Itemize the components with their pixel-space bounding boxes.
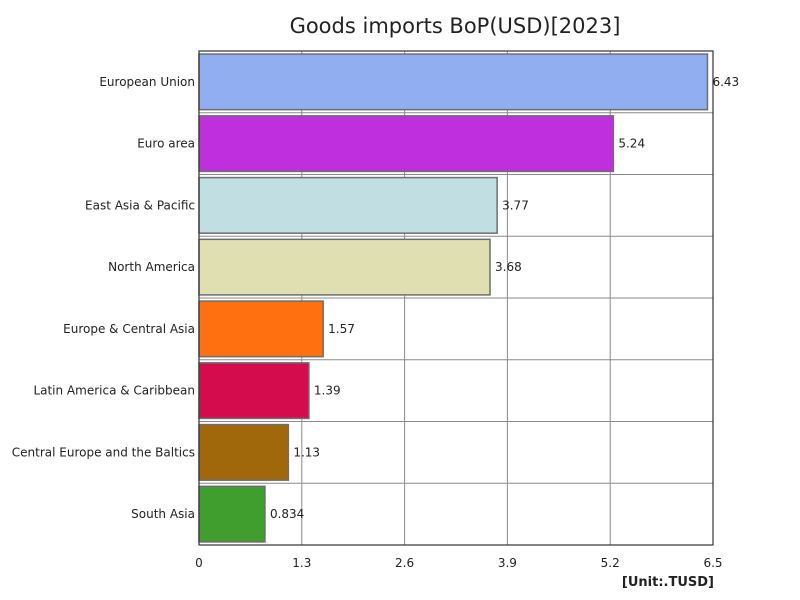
category-label: East Asia & Pacific [85, 198, 195, 212]
x-tick-label: 3.9 [498, 556, 517, 570]
x-tick-label: 5.2 [601, 556, 620, 570]
bar [198, 423, 290, 481]
x-tick-label: 1.3 [292, 556, 311, 570]
label-layer: 0 1.3 2.6 3.9 5.2 6.5 European Union 6.43 Euro a… [12, 75, 739, 570]
value-label: 1.13 [293, 445, 320, 459]
value-label: 6.43 [712, 75, 739, 89]
value-label: 5.24 [618, 137, 645, 151]
category-label: European Union [99, 75, 195, 89]
bar [198, 176, 498, 234]
unit-label: [Unit:.TUSD] [621, 575, 714, 590]
x-tick-label: 0 [195, 556, 203, 570]
category-label: Euro area [137, 137, 195, 151]
bar [198, 485, 266, 543]
bar [198, 300, 324, 358]
value-label: 1.57 [328, 322, 355, 336]
bar [198, 53, 709, 111]
x-tick-label: 6.5 [703, 556, 722, 570]
bar [198, 115, 615, 173]
value-label: 3.68 [495, 260, 522, 274]
plot-frame [198, 50, 714, 546]
category-label: Europe & Central Asia [63, 322, 195, 336]
bar [198, 362, 310, 420]
value-label: 3.77 [502, 198, 529, 212]
category-label: South Asia [131, 507, 195, 521]
category-label: Central Europe and the Baltics [12, 445, 195, 459]
bar [198, 238, 491, 296]
value-label: 0.834 [270, 507, 304, 521]
bar-layer [198, 53, 709, 543]
x-tick-label: 2.6 [395, 556, 414, 570]
value-label: 1.39 [314, 384, 341, 398]
category-label: Latin America & Caribbean [33, 384, 195, 398]
chart-title: Goods imports BoP(USD)[2023] [289, 14, 621, 38]
category-label: North America [108, 260, 195, 274]
